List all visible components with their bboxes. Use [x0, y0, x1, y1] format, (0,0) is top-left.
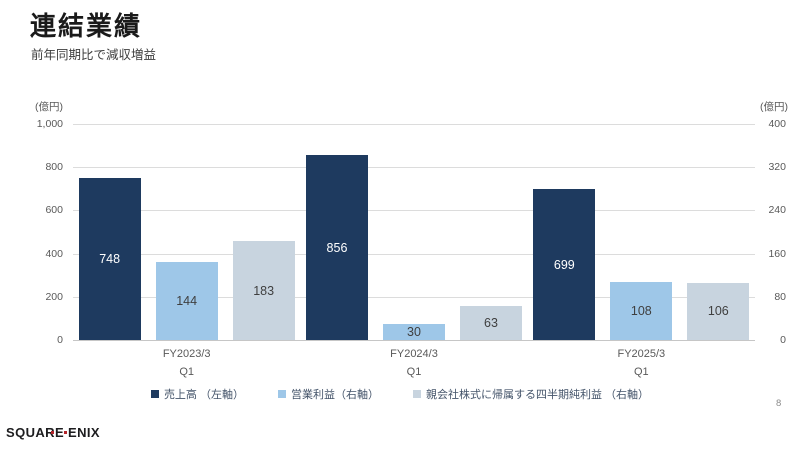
axis-tick: 200: [45, 290, 63, 303]
right-axis-unit: (億円): [760, 101, 788, 113]
bar-value-label: 30: [407, 324, 421, 339]
category-label: FY2025/3 Q1: [528, 345, 755, 381]
legend-item: 売上高 （左軸）: [150, 386, 244, 402]
gridline: [73, 167, 755, 169]
bar-value-label: 748: [99, 252, 121, 267]
legend-label: 親会社株式に帰属する四半期純利益 （右軸）: [426, 389, 650, 401]
legend-label: 売上高 （左軸）: [163, 389, 244, 401]
legend-swatch: [278, 390, 286, 398]
bar-value-label: 183: [253, 283, 275, 298]
gridline: [73, 296, 755, 298]
logo-red-accent: [51, 431, 54, 434]
axis-tick: 320: [768, 161, 786, 174]
axis-tick: 0: [780, 334, 786, 346]
bar-value-label: 856: [326, 240, 348, 255]
bar-value-label: 108: [630, 303, 652, 318]
page-title: 連結業績: [30, 11, 143, 41]
bar: 183: [232, 241, 295, 340]
axis-tick: 160: [768, 247, 786, 260]
bar: 748: [78, 178, 141, 340]
legend-swatch: [413, 390, 421, 398]
category-year: FY2025/3: [617, 348, 666, 360]
page-number: 8: [776, 398, 782, 409]
bar: 106: [687, 282, 750, 340]
bar-value-label: 106: [707, 304, 729, 319]
axis-tick: 0: [57, 334, 63, 346]
bar: 63: [459, 305, 522, 340]
bar: 30: [382, 323, 445, 340]
bar-group: 699 108 106: [528, 124, 755, 340]
gridline: [73, 340, 755, 341]
logo-red-accent: [64, 431, 67, 434]
bar-value-label: 144: [176, 294, 198, 309]
axis-tick: 1,000: [36, 118, 63, 130]
axis-tick: 80: [774, 290, 786, 303]
left-axis-unit: (億円): [35, 101, 63, 113]
gridline: [73, 124, 755, 125]
category-label: FY2023/3 Q1: [73, 345, 300, 381]
category-quarter: Q1: [179, 366, 194, 378]
axis-tick: 400: [45, 247, 63, 260]
bar-group: 856 30 63: [300, 124, 527, 340]
axis-tick: 800: [45, 161, 63, 174]
bar: 856: [305, 155, 368, 340]
category-quarter: Q1: [633, 366, 649, 378]
bar-value-label: 699: [553, 257, 575, 272]
bar-groups: 748 144 183 856 30 63 699 108 106: [73, 124, 755, 340]
slide-subtitle: 前年同期比で減収増益: [31, 48, 157, 62]
bar-group: 748 144 183: [73, 124, 300, 340]
right-axis-ticks: 400 320 240 160 80 0: [755, 118, 786, 346]
gridline: [73, 253, 755, 255]
gridline: [73, 210, 755, 212]
bar: 699: [533, 189, 596, 340]
axis-tick: 600: [45, 204, 63, 217]
bar: 144: [155, 262, 218, 340]
axis-tick: 240: [768, 204, 786, 217]
legend-item: 営業利益（右軸）: [278, 386, 379, 402]
category-year: FY2023/3: [162, 348, 211, 360]
axis-tick: 400: [768, 118, 786, 130]
category-quarter: Q1: [406, 366, 422, 378]
bar-value-label: 63: [484, 315, 498, 330]
chart-legend: 売上高 （左軸） 営業利益（右軸） 親会社株式に帰属する四半期純利益 （右軸）: [0, 386, 800, 402]
legend-label: 営業利益（右軸）: [291, 389, 379, 401]
bar: 108: [610, 281, 673, 340]
category-axis: FY2023/3 Q1 FY2024/3 Q1 FY2025/3 Q1: [73, 345, 755, 381]
plot-area: 748 144 183 856 30 63 699 108 106: [73, 124, 755, 341]
legend-swatch: [150, 390, 159, 398]
category-label: FY2024/3 Q1: [300, 345, 527, 381]
left-axis-ticks: 1,000 800 600 400 200 0: [0, 118, 63, 346]
category-year: FY2024/3: [390, 348, 438, 360]
legend-item: 親会社株式に帰属する四半期純利益 （右軸）: [413, 386, 649, 402]
